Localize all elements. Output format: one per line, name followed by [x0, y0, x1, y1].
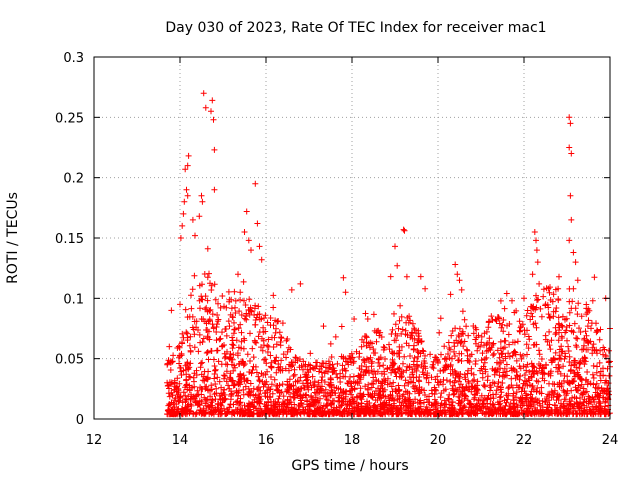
axis-ticks: 12 14 16 18 20 22 24 0 0.05 0.1 0.15 0.2 0.25 0.3 — [55, 51, 618, 448]
x-tick-label: 24 — [602, 433, 619, 448]
x-tick-label: 20 — [430, 433, 447, 448]
y-tick-label: 0.25 — [55, 111, 84, 126]
y-tick-label: 0.2 — [63, 172, 84, 187]
y-tick-label: 0.05 — [55, 353, 84, 368]
x-tick-label: 12 — [86, 433, 103, 448]
data-point-markers — [164, 90, 613, 418]
y-axis-title: ROTI / TECUs — [5, 192, 21, 284]
y-tick-label: 0 — [76, 413, 84, 428]
data-points — [164, 90, 613, 418]
x-axis-title: GPS time / hours — [291, 458, 408, 474]
y-tick-label: 0.1 — [63, 292, 84, 307]
x-tick-label: 14 — [172, 433, 189, 448]
chart-title: Day 030 of 2023, Rate Of TEC Index for r… — [165, 20, 546, 36]
x-tick-label: 18 — [344, 433, 361, 448]
x-tick-label: 22 — [516, 433, 533, 448]
y-tick-label: 0.15 — [55, 232, 84, 247]
x-tick-label: 16 — [258, 433, 275, 448]
y-tick-label: 0.3 — [63, 51, 84, 66]
